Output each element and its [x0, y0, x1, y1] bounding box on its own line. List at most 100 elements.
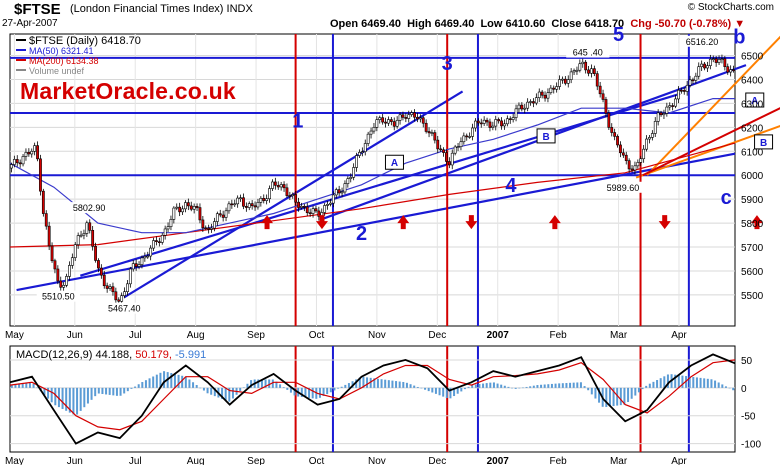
macd-histogram-bar: [674, 374, 677, 388]
candle-body: [21, 156, 25, 165]
candle-body: [120, 295, 124, 302]
candle-body: [244, 205, 248, 208]
macd-histogram-bar: [25, 382, 28, 388]
candle-body: [227, 203, 231, 212]
candle-body: [276, 185, 280, 188]
candle-body: [491, 125, 495, 128]
candle-body: [12, 159, 16, 165]
candle-body: [65, 276, 68, 286]
candle-body: [50, 245, 54, 262]
macd-histogram-bar: [355, 379, 358, 388]
macd-histogram-bar: [308, 387, 311, 398]
wave-label: b: [733, 27, 745, 49]
candle-body: [511, 117, 515, 120]
candle-body: [250, 203, 254, 207]
macd-histogram-bar: [108, 387, 111, 395]
macd-histogram-bar: [405, 382, 408, 388]
candle-body: [621, 152, 625, 156]
macd-histogram-bar: [340, 386, 343, 388]
wave-label: 2: [356, 223, 367, 245]
macd-histogram-bar: [177, 374, 180, 388]
candle-body: [569, 71, 573, 80]
macd-histogram-bar: [170, 373, 173, 388]
x-tick-label: Aug: [187, 330, 205, 341]
candle-body: [273, 181, 277, 186]
candle-body: [291, 194, 295, 196]
macd-histogram-bar: [144, 380, 147, 388]
candle-body: [387, 119, 390, 124]
macd-histogram-bar: [648, 383, 651, 388]
candle-body: [70, 257, 74, 266]
candle-body: [456, 146, 460, 148]
candle-body: [224, 210, 228, 218]
macd-histogram-bar: [61, 387, 64, 409]
macd-histogram-bar: [68, 387, 71, 413]
candle-body: [314, 208, 318, 212]
candle-body: [381, 117, 385, 123]
candle-body: [82, 233, 86, 236]
candle-body: [363, 143, 367, 152]
macd-histogram-bar: [482, 383, 485, 388]
candle-body: [94, 245, 97, 261]
candle-body: [645, 138, 648, 150]
wave-label: 5: [613, 24, 624, 46]
candle-body: [653, 121, 657, 134]
candle-body: [398, 114, 402, 121]
macd-histogram-bar: [656, 380, 659, 388]
macd-histogram-bar: [714, 380, 717, 388]
candle-body: [662, 113, 666, 116]
y-tick-label: 6400: [741, 75, 764, 86]
candle-body: [221, 214, 225, 218]
box-label-frame: [754, 134, 774, 150]
macd-x-tick-label: Feb: [550, 456, 568, 465]
macd-histogram-bar: [616, 387, 619, 406]
candle-body: [598, 85, 602, 95]
macd-histogram-bar: [587, 387, 590, 391]
candle-body: [239, 197, 242, 200]
macd-histogram-bar: [540, 384, 543, 388]
macd-histogram-bar: [395, 381, 398, 388]
macd-histogram-bar: [97, 387, 100, 394]
candle-body: [204, 227, 208, 230]
candle-body: [717, 59, 721, 63]
candle-body: [726, 66, 730, 73]
macd-histogram-bar: [221, 387, 224, 399]
macd-histogram-bar: [79, 387, 82, 411]
macd-x-tick-label: Jun: [67, 456, 83, 465]
candle-body: [558, 79, 561, 87]
candle-body: [497, 119, 501, 122]
candle-body: [694, 75, 698, 81]
macd-histogram-bar: [115, 387, 118, 396]
macd-histogram-bar: [724, 386, 727, 388]
macd-histogram-bar: [134, 386, 137, 388]
candle-body: [30, 151, 34, 155]
macd-histogram-bar: [688, 376, 691, 388]
y-tick-label: 6500: [741, 52, 764, 63]
candle-body: [155, 240, 158, 243]
candle-body: [123, 291, 126, 296]
macd-histogram-bar: [478, 384, 481, 388]
candle-body: [706, 65, 709, 69]
macd-histogram-bar: [511, 387, 514, 389]
macd-histogram-bar: [598, 387, 601, 403]
candle-body: [485, 119, 489, 123]
candle-body: [308, 212, 312, 215]
candle-body: [160, 234, 164, 243]
x-tick-label: Feb: [550, 330, 568, 341]
macd-histogram-bar: [449, 387, 452, 399]
candle-body: [317, 210, 321, 217]
candle-body: [665, 106, 669, 114]
candle-body: [79, 234, 83, 237]
candle-body: [613, 132, 617, 137]
macd-histogram-bar: [612, 387, 615, 407]
candle-body: [445, 152, 448, 162]
macd-histogram-bar: [152, 376, 155, 388]
ma50-line: [9, 98, 735, 234]
candle-body: [494, 119, 498, 127]
index-name: (London Financial Times Index) INDX: [70, 3, 253, 15]
red-up-arrow: [261, 215, 274, 230]
candle-body: [91, 230, 95, 247]
macd-histogram-bar: [728, 387, 731, 389]
macd-histogram-bar: [634, 387, 637, 396]
macd-histogram-bar: [210, 387, 213, 395]
